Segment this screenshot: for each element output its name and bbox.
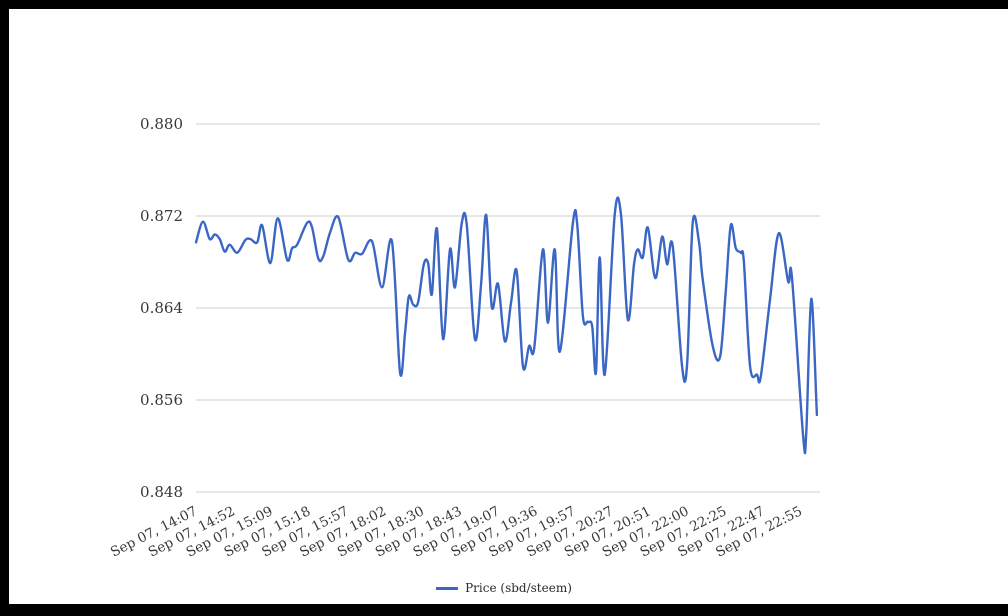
legend-line-swatch bbox=[436, 586, 459, 590]
legend: Price (sbd/steem) bbox=[0, 581, 1008, 595]
price-line bbox=[194, 196, 819, 455]
y-axis-label: 0.856 bbox=[140, 391, 183, 409]
legend-label: Price (sbd/steem) bbox=[465, 581, 572, 595]
y-axis-label: 0.872 bbox=[140, 207, 183, 225]
y-axis-label: 0.864 bbox=[140, 299, 183, 317]
chart-canvas bbox=[9, 9, 1008, 604]
y-axis-label: 0.880 bbox=[140, 115, 183, 133]
y-axis-label: 0.848 bbox=[140, 483, 183, 501]
